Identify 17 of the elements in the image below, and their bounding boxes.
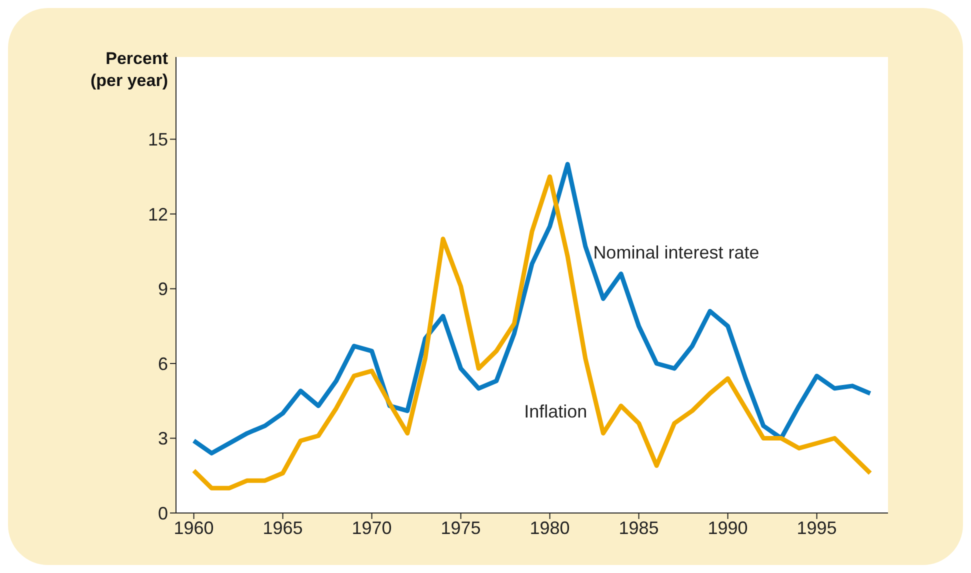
y-tick-label: 0: [158, 503, 168, 524]
x-tick-label: 1965: [262, 518, 303, 538]
y-tick-label: 9: [158, 279, 168, 300]
x-tick-label: 1970: [352, 518, 392, 538]
y-tick-label: 3: [158, 428, 168, 449]
x-tick-label: 1960: [174, 518, 214, 538]
x-tick-label: 1975: [440, 518, 481, 538]
x-tick-label: 1980: [530, 518, 570, 538]
y-tick-label: 6: [158, 354, 168, 374]
series-label: Nominal interest rate: [593, 242, 760, 263]
x-tick-label: 1985: [618, 518, 659, 538]
x-tick-label: 1990: [708, 518, 748, 538]
series-label: Inflation: [524, 401, 588, 422]
x-tick-label: 1995: [796, 518, 837, 538]
y-tick-label: 12: [148, 204, 168, 224]
y-axis-title: Percent (per year): [90, 48, 168, 92]
y-tick-label: 15: [148, 130, 168, 150]
